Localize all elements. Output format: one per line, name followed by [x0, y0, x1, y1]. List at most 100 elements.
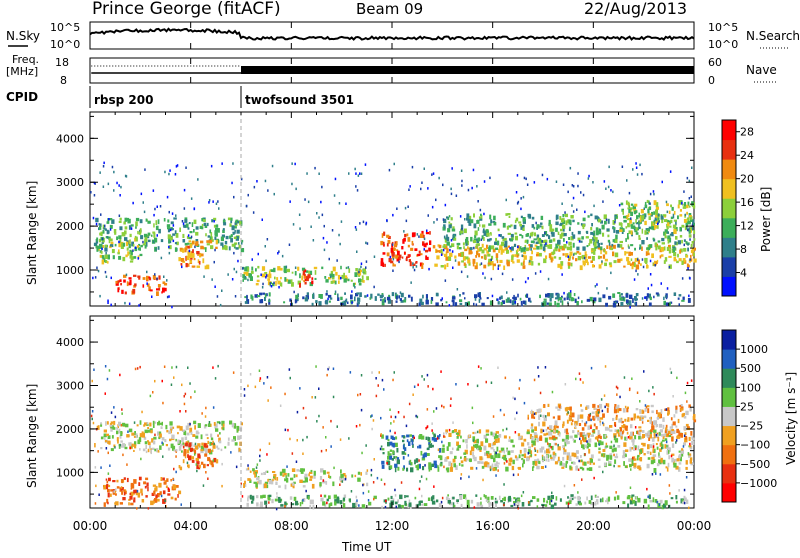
data-cell	[569, 254, 572, 258]
data-cell	[690, 243, 693, 248]
data-cell	[502, 455, 505, 458]
data-cell	[466, 458, 468, 461]
data-cell	[516, 202, 519, 205]
data-cell	[534, 438, 537, 441]
data-cell	[681, 448, 684, 451]
data-cell	[612, 190, 614, 194]
data-cell	[142, 201, 144, 204]
data-cell	[608, 262, 612, 266]
data-cell	[410, 247, 414, 251]
data-cell	[380, 258, 384, 263]
data-cell	[156, 448, 159, 453]
y-tick-label: 4000	[56, 336, 84, 349]
data-cell	[182, 459, 185, 464]
data-cell	[595, 230, 599, 236]
data-cell	[510, 439, 514, 443]
data-cell	[655, 214, 658, 218]
data-cell	[112, 492, 116, 495]
data-cell	[116, 479, 119, 483]
data-cell	[216, 445, 219, 449]
data-cell	[129, 239, 131, 244]
data-cell	[551, 232, 555, 237]
data-cell	[257, 295, 261, 298]
data-cell	[490, 503, 494, 506]
data-cell	[330, 419, 332, 423]
data-cell	[133, 256, 137, 259]
data-cell	[187, 464, 190, 467]
data-cell	[240, 239, 244, 243]
data-cell	[549, 224, 553, 229]
data-cell	[468, 222, 472, 226]
data-cell	[467, 240, 469, 246]
data-cell	[536, 224, 540, 229]
data-cell	[501, 236, 505, 239]
data-cell	[198, 466, 201, 470]
data-cell	[592, 233, 595, 236]
data-cell	[644, 220, 647, 226]
data-cell	[652, 386, 654, 389]
data-cell	[262, 292, 265, 295]
data-cell	[305, 276, 309, 282]
data-cell	[195, 231, 199, 236]
nave-label: Nave	[746, 63, 777, 77]
x-tick-label: 00:00	[73, 519, 108, 533]
data-cell	[437, 465, 439, 468]
data-cell	[575, 258, 578, 262]
data-cell	[541, 454, 544, 457]
data-cell	[690, 195, 692, 198]
data-cell	[260, 472, 263, 476]
data-cell	[214, 236, 217, 241]
data-cell	[566, 428, 568, 434]
data-cell	[548, 500, 551, 505]
data-cell	[653, 420, 658, 424]
data-cell	[685, 423, 689, 427]
data-cell	[594, 494, 597, 498]
data-cell	[565, 501, 569, 505]
data-cell	[524, 247, 526, 250]
data-cell	[647, 457, 651, 460]
data-cell	[404, 495, 406, 499]
data-cell	[484, 452, 487, 456]
data-cell	[390, 495, 393, 500]
data-cell	[90, 191, 92, 194]
data-cell	[489, 176, 491, 180]
data-cell	[551, 390, 554, 394]
data-cell	[101, 259, 105, 265]
data-cell	[657, 222, 659, 226]
data-cell	[403, 435, 406, 439]
colorbar-swatch	[722, 237, 736, 258]
data-cell	[146, 423, 149, 426]
data-cell	[355, 293, 359, 297]
data-cell	[637, 454, 640, 457]
data-cell	[425, 249, 428, 253]
data-cell	[172, 224, 175, 227]
data-cell	[219, 421, 221, 425]
data-cell	[492, 432, 495, 437]
data-cell	[639, 449, 643, 454]
data-cell	[268, 480, 272, 485]
data-cell	[113, 170, 115, 174]
data-cell	[641, 240, 645, 245]
data-cell	[558, 248, 561, 252]
data-cell	[340, 474, 344, 479]
data-cell	[684, 213, 687, 217]
data-cell	[667, 238, 670, 244]
data-cell	[548, 239, 553, 243]
data-cell	[507, 232, 511, 235]
data-cell	[389, 449, 393, 452]
data-cell	[667, 222, 670, 227]
data-cell	[425, 427, 427, 430]
data-cell	[104, 254, 108, 259]
data-cell	[641, 442, 644, 445]
data-cell	[284, 277, 287, 282]
data-cell	[557, 431, 560, 436]
data-cell	[421, 265, 424, 269]
data-cell	[503, 503, 505, 507]
data-cell	[497, 240, 500, 246]
data-cell	[203, 219, 206, 222]
data-cell	[538, 408, 541, 413]
data-cell	[689, 277, 691, 280]
data-cell	[336, 425, 338, 428]
data-cell	[436, 218, 438, 221]
data-cell	[501, 241, 505, 246]
